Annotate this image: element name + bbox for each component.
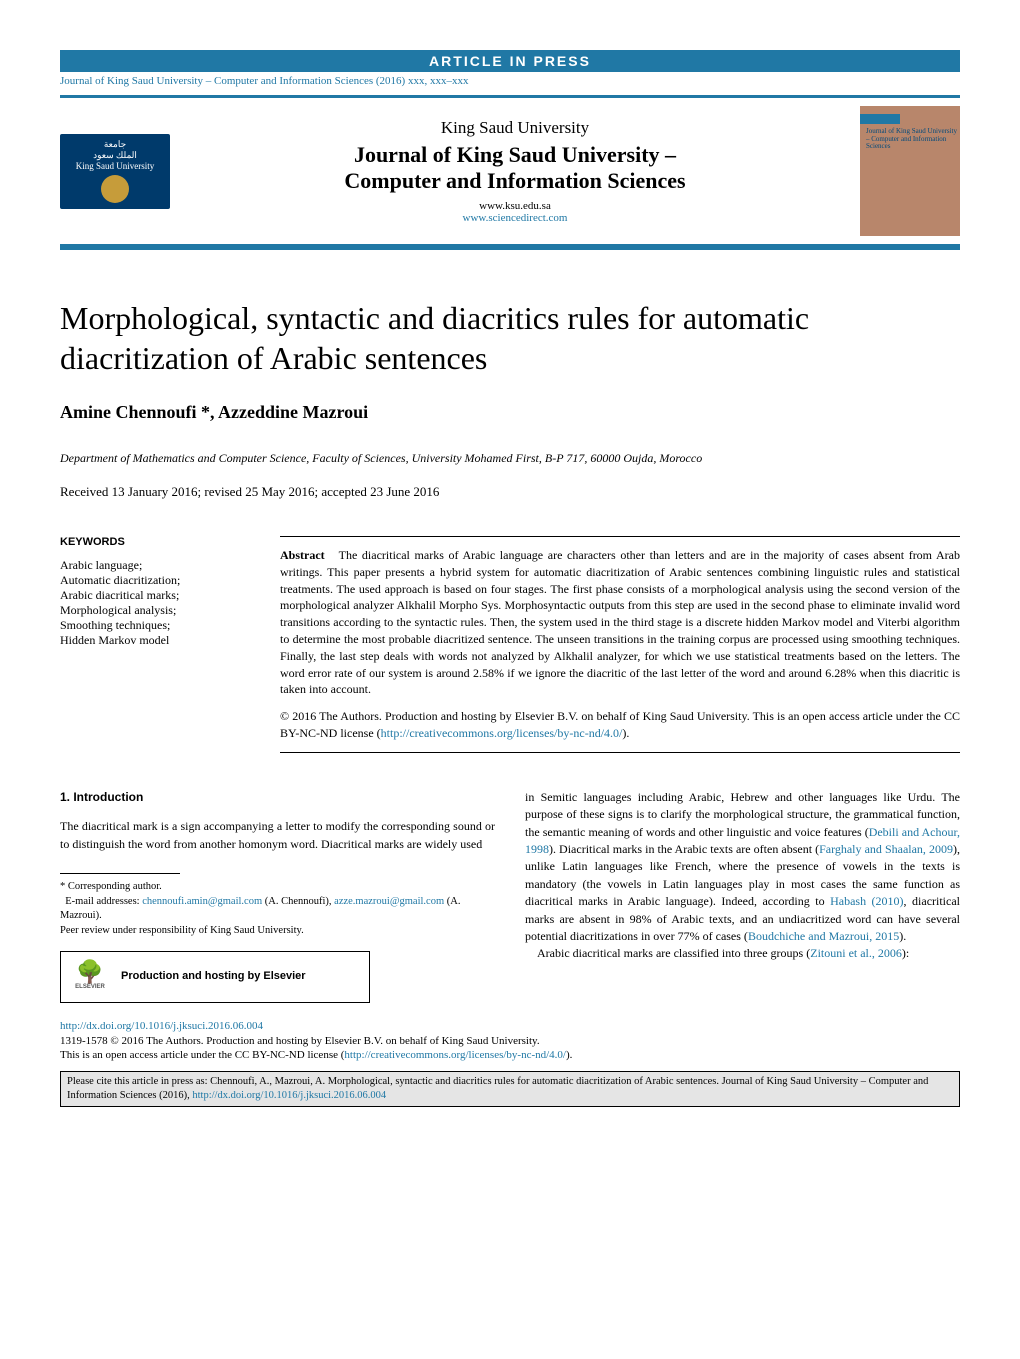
email-mazroui[interactable]: azze.mazroui@gmail.com [334,896,444,907]
ksu-crest-icon [101,175,129,203]
ref-farghaly-shaalan[interactable]: Farghaly and Shaalan, 2009 [819,842,953,856]
journal-name-line2: Computer and Information Sciences [344,168,685,193]
authors-text: Amine Chennoufi *, Azzeddine Mazroui [60,402,368,422]
journal-reference: Journal of King Saud University – Comput… [60,72,960,95]
col2-paragraph-2: Arabic diacritical marks are classified … [525,945,960,962]
footnote-rule [60,873,180,874]
peer-review-note: Peer review under responsibility of King… [60,924,495,939]
affiliation: Department of Mathematics and Computer S… [60,451,960,466]
email-chennoufi[interactable]: chennoufi.amin@gmail.com [142,896,262,907]
ref-habash[interactable]: Habash (2010) [830,894,903,908]
university-name: King Saud University [190,118,840,138]
intro-heading: 1. Introduction [60,789,495,806]
article-title: Morphological, syntactic and diacritics … [60,298,960,378]
cover-text: Journal of King Saud University – Comput… [866,128,960,151]
doi-link[interactable]: http://dx.doi.org/10.1016/j.jksuci.2016.… [60,1020,263,1032]
ksu-logo: جامعة الملك سعود King Saud University [60,134,170,209]
journal-url-ksu[interactable]: www.ksu.edu.sa [479,200,551,212]
cc-line-text: This is an open access article under the… [60,1049,344,1061]
corresponding-author-note: * Corresponding author. [60,880,495,895]
citation-doi-link[interactable]: http://dx.doi.org/10.1016/j.jksuci.2016.… [192,1090,386,1101]
logo-english: King Saud University [76,161,155,171]
journal-cover-thumbnail: Journal of King Saud University – Comput… [860,106,960,236]
journal-name-line1: Journal of King Saud University – [354,142,676,167]
ref-boudchiche-mazroui[interactable]: Boudchiche and Mazroui, 2015 [748,929,899,943]
cover-strip [860,114,900,124]
article-in-press-banner: ARTICLE IN PRESS [60,50,960,72]
journal-url-sciencedirect[interactable]: www.sciencedirect.com [463,212,568,224]
article-dates: Received 13 January 2016; revised 25 May… [60,484,960,500]
elsevier-tree-icon: 🌳 [76,961,103,983]
cc-license-link-bottom[interactable]: http://creativecommons.org/licenses/by-n… [344,1049,566,1061]
journal-header: جامعة الملك سعود King Saud University Ki… [60,95,960,250]
logo-arabic-1: جامعة [104,139,126,150]
email-addresses-note: E-mail addresses: chennoufi.amin@gmail.c… [60,895,495,924]
intro-paragraph-1: The diacritical mark is a sign accompany… [60,818,495,853]
col2-paragraph-1: in Semitic languages including Arabic, H… [525,789,960,946]
cc-license-link[interactable]: http://creativecommons.org/licenses/by-n… [381,726,623,740]
elsevier-logo: 🌳 ELSEVIER [71,956,109,998]
abstract-label: Abstract [280,548,325,562]
abstract-body: The diacritical marks of Arabic language… [280,548,960,696]
authors: Amine Chennoufi *, Azzeddine Mazroui [60,402,960,423]
logo-arabic-2: الملك سعود [93,150,137,161]
keywords-heading: KEYWORDS [60,536,250,548]
citation-box: Please cite this article in press as: Ch… [60,1071,960,1106]
hosting-text: Production and hosting by Elsevier [121,969,306,985]
issn-copyright-line: 1319-1578 © 2016 The Authors. Production… [60,1035,540,1047]
ref-zitouni[interactable]: Zitouni et al., 2006 [810,946,902,960]
keywords-list: Arabic language; Automatic diacritizatio… [60,558,250,648]
elsevier-hosting-box: 🌳 ELSEVIER Production and hosting by Els… [60,951,370,1003]
